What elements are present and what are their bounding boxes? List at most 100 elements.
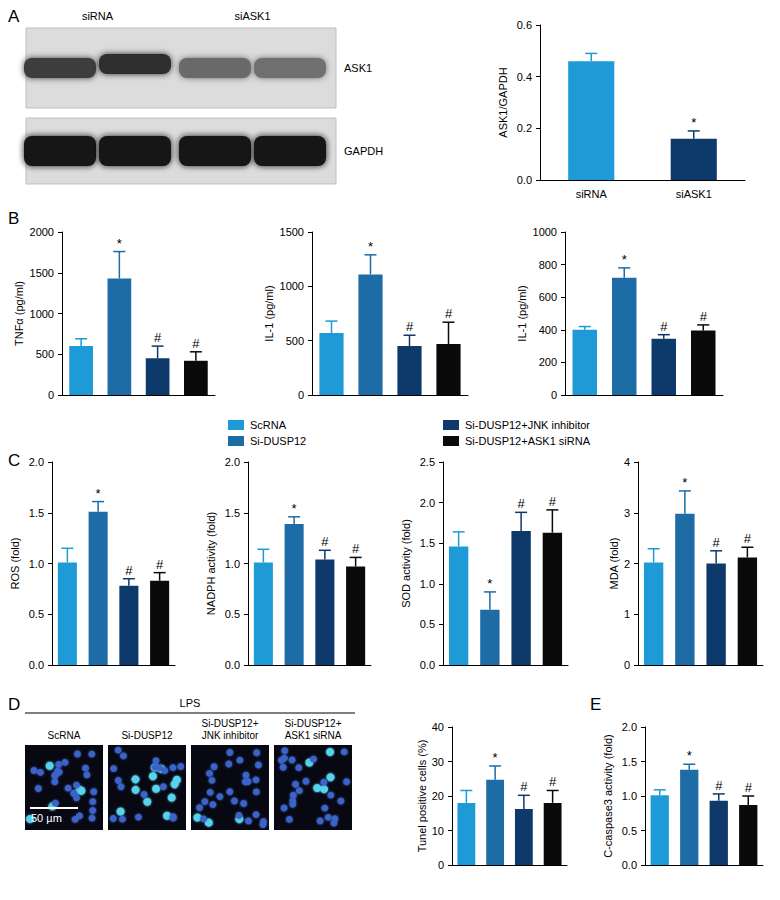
svg-text:1.0: 1.0 <box>420 578 435 590</box>
svg-text:500: 500 <box>286 335 304 347</box>
svg-text:1500: 1500 <box>280 226 304 238</box>
svg-text:0.0: 0.0 <box>420 659 435 671</box>
svg-text:0: 0 <box>48 389 54 401</box>
svg-text:1.5: 1.5 <box>622 756 637 768</box>
svg-text:4: 4 <box>624 456 630 468</box>
svg-text:1500: 1500 <box>30 267 54 279</box>
svg-text:siASK1: siASK1 <box>676 188 712 200</box>
svg-text:400: 400 <box>539 324 557 336</box>
svg-text:#: # <box>660 319 668 334</box>
svg-text:0.0: 0.0 <box>622 859 637 871</box>
svg-text:#: # <box>549 774 557 789</box>
svg-text:#: # <box>744 531 752 546</box>
svg-text:siRNA: siRNA <box>82 10 114 22</box>
svg-text:30: 30 <box>432 756 444 768</box>
svg-text:*: * <box>682 475 687 490</box>
svg-text:0.4: 0.4 <box>517 71 532 83</box>
svg-text:siASK1: siASK1 <box>234 10 270 22</box>
svg-text:1.5: 1.5 <box>225 507 240 519</box>
svg-text:Si-DUSP12+ASK1 siRNA: Si-DUSP12+ASK1 siRNA <box>465 435 591 447</box>
svg-text:1.0: 1.0 <box>29 558 44 570</box>
svg-text:#: # <box>745 780 753 795</box>
svg-text:ASK1: ASK1 <box>344 62 372 74</box>
svg-text:ScRNA: ScRNA <box>250 419 287 431</box>
svg-text:*: * <box>622 252 627 267</box>
svg-text:20: 20 <box>432 790 444 802</box>
svg-text:2.5: 2.5 <box>420 456 435 468</box>
svg-text:0.5: 0.5 <box>29 608 44 620</box>
svg-text:TNFα (pg/ml): TNFα (pg/ml) <box>13 281 25 346</box>
svg-text:C-caspase3 activity (fold): C-caspase3 activity (fold) <box>602 734 614 858</box>
svg-text:*: * <box>368 239 373 254</box>
svg-text:1000: 1000 <box>30 308 54 320</box>
svg-text:500: 500 <box>36 348 54 360</box>
svg-text:#: # <box>156 557 164 572</box>
svg-text:#: # <box>406 319 414 334</box>
svg-text:#: # <box>520 779 528 794</box>
svg-text:Si-DUSP12: Si-DUSP12 <box>250 435 306 447</box>
svg-text:Si-DUSP12+: Si-DUSP12+ <box>202 718 259 729</box>
svg-text:0.2: 0.2 <box>517 122 532 134</box>
svg-text:*: * <box>292 501 297 516</box>
svg-text:Si-DUSP12: Si-DUSP12 <box>121 730 173 741</box>
svg-text:*: * <box>493 750 498 765</box>
svg-text:200: 200 <box>539 356 557 368</box>
svg-text:*: * <box>687 748 692 763</box>
svg-text:2.0: 2.0 <box>622 721 637 733</box>
svg-text:0: 0 <box>298 389 304 401</box>
svg-text:2.0: 2.0 <box>225 456 240 468</box>
svg-text:0.5: 0.5 <box>622 825 637 837</box>
svg-text:10: 10 <box>432 825 444 837</box>
svg-text:E: E <box>590 695 601 714</box>
svg-text:800: 800 <box>539 259 557 271</box>
svg-text:0.5: 0.5 <box>420 618 435 630</box>
svg-text:1.0: 1.0 <box>622 790 637 802</box>
svg-text:Si-DUSP12+: Si-DUSP12+ <box>285 718 342 729</box>
svg-text:Si-DUSP12+JNK inhibitor: Si-DUSP12+JNK inhibitor <box>465 419 590 431</box>
svg-text:GAPDH: GAPDH <box>344 145 383 157</box>
svg-text:#: # <box>445 306 453 321</box>
svg-text:ASK1/GAPDH: ASK1/GAPDH <box>497 67 509 137</box>
svg-text:#: # <box>518 496 526 511</box>
svg-text:#: # <box>125 563 133 578</box>
svg-text:0: 0 <box>551 389 557 401</box>
svg-text:*: * <box>691 115 696 130</box>
svg-text:0.0: 0.0 <box>29 659 44 671</box>
svg-text:MDA (fold): MDA (fold) <box>608 538 620 590</box>
svg-text:IL-1 (pg/ml): IL-1 (pg/ml) <box>516 285 528 341</box>
svg-text:LPS: LPS <box>180 697 201 709</box>
svg-text:1.0: 1.0 <box>225 558 240 570</box>
svg-text:D: D <box>8 695 20 714</box>
svg-text:1000: 1000 <box>533 226 557 238</box>
svg-text:*: * <box>487 576 492 591</box>
svg-text:#: # <box>192 336 200 351</box>
svg-text:1: 1 <box>624 608 630 620</box>
svg-text:SOD activity (fold): SOD activity (fold) <box>400 519 412 608</box>
svg-text:ROS (fold): ROS (fold) <box>9 538 21 590</box>
svg-text:*: * <box>117 236 122 251</box>
svg-text:C: C <box>8 451 20 470</box>
svg-text:2.0: 2.0 <box>420 497 435 509</box>
svg-text:#: # <box>700 309 708 324</box>
svg-text:1.5: 1.5 <box>29 507 44 519</box>
svg-text:2.0: 2.0 <box>29 456 44 468</box>
svg-text:#: # <box>713 535 721 550</box>
svg-text:40: 40 <box>432 721 444 733</box>
svg-text:#: # <box>715 778 723 793</box>
svg-text:IL-1 (pg/ml): IL-1 (pg/ml) <box>263 285 275 341</box>
svg-text:siRNA: siRNA <box>576 188 608 200</box>
svg-text:#: # <box>154 330 162 345</box>
svg-text:Tunel positive cells (%): Tunel positive cells (%) <box>416 740 428 853</box>
svg-text:A: A <box>8 7 20 26</box>
svg-text:50 µm: 50 µm <box>31 812 62 824</box>
svg-text:*: * <box>96 486 101 501</box>
svg-text:0.5: 0.5 <box>225 608 240 620</box>
svg-text:0.6: 0.6 <box>517 19 532 31</box>
svg-text:#: # <box>549 494 557 509</box>
svg-text:0.0: 0.0 <box>225 659 240 671</box>
svg-text:ScRNA: ScRNA <box>48 730 81 741</box>
svg-text:3: 3 <box>624 507 630 519</box>
svg-text:#: # <box>352 541 360 556</box>
svg-text:2: 2 <box>624 558 630 570</box>
svg-text:B: B <box>8 209 19 228</box>
